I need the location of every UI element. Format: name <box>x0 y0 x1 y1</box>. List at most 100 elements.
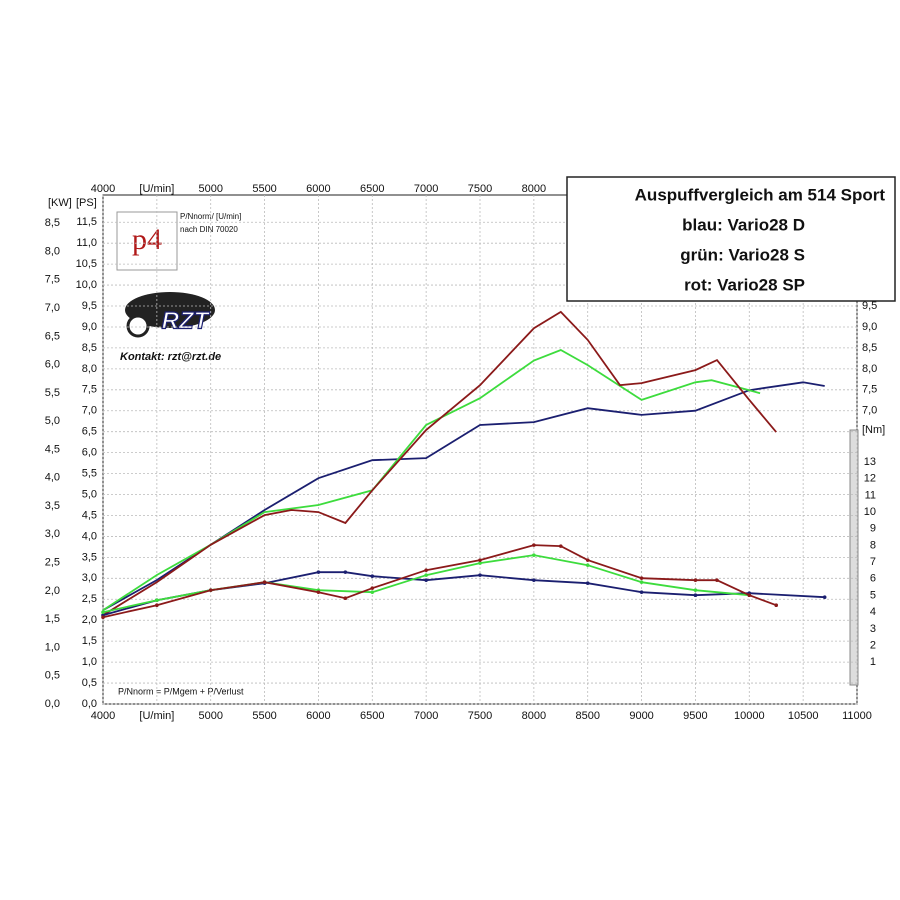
x-tick-label-top: [U/min] <box>139 183 174 195</box>
ps-tick-label: 5,5 <box>82 467 97 479</box>
ps-tick-label: 4,0 <box>82 530 97 542</box>
kw-axis-label: [KW] <box>48 197 72 209</box>
nm-tick-label: 9 <box>870 523 876 535</box>
ps-tick-label: 7,0 <box>82 405 97 417</box>
series-marker <box>532 543 536 547</box>
nm-tick-label: 3 <box>870 623 876 635</box>
ps-tick-label: 2,0 <box>82 614 97 626</box>
x-tick-label-top: 6500 <box>360 183 384 195</box>
kw-tick-label: 1,0 <box>45 641 60 653</box>
ps-tick-label: 11,5 <box>76 216 97 228</box>
series-marker <box>532 553 536 557</box>
nm-tick-label: 2 <box>870 639 876 651</box>
series-marker <box>774 603 779 608</box>
x-tick-label: 9500 <box>683 710 707 722</box>
ps-tick-label: 5,0 <box>82 488 97 500</box>
brand-wheel <box>126 314 150 338</box>
brand-text: RZT <box>162 307 211 334</box>
ps-axis-label: [PS] <box>76 197 97 209</box>
series-marker <box>478 573 482 577</box>
right-ps-tick-label: 9,5 <box>862 300 877 312</box>
legend-entry: rot: Vario28 SP <box>684 275 805 294</box>
x-tick-label-top: 7500 <box>468 183 492 195</box>
nm-tick-label: 1 <box>870 656 876 668</box>
right-ps-tick-label: 7,5 <box>862 384 877 396</box>
series-marker <box>424 568 428 572</box>
ps-tick-label: 2,5 <box>82 593 97 605</box>
series-marker <box>424 578 428 582</box>
series-marker <box>639 576 644 580</box>
series-marker <box>747 593 752 597</box>
ps-tick-label: 6,0 <box>82 447 97 459</box>
series-marker <box>101 610 105 615</box>
series-line <box>102 310 777 616</box>
series-marker <box>155 598 159 602</box>
series-marker <box>693 588 698 592</box>
ps-tick-label: 11,0 <box>76 237 97 249</box>
formula: P/Nnorm = P/Mgem + P/Verlust <box>118 686 244 696</box>
logo-text: p4 <box>132 223 162 256</box>
legend-entry: blau: Vario28 D <box>682 215 805 234</box>
scroll-strip <box>849 429 859 686</box>
logo-note: nach DIN 70020 <box>180 225 238 234</box>
x-tick-label: 6000 <box>306 710 330 722</box>
right-ps-tick-label: 7,0 <box>862 405 877 417</box>
series-marker <box>585 558 590 562</box>
series-marker <box>822 595 827 599</box>
x-tick-label: 8000 <box>522 710 546 722</box>
contact: Kontakt: rzt@rzt.de <box>120 351 221 363</box>
x-tick-label-top: 5000 <box>198 183 222 195</box>
ps-tick-label: 10,5 <box>76 258 97 270</box>
series-marker <box>558 544 563 548</box>
x-tick-label-top: 4000 <box>91 183 115 195</box>
series-marker <box>262 580 267 584</box>
x-tick-label: [U/min] <box>139 710 174 722</box>
nm-axis-label: [Nm] <box>862 424 885 436</box>
x-tick-label: 11000 <box>842 710 872 722</box>
x-tick-label: 9000 <box>629 710 653 722</box>
series-marker <box>370 586 375 590</box>
ps-tick-label: 8,5 <box>82 342 97 354</box>
series-marker <box>343 570 348 574</box>
x-tick-label: 4000 <box>91 710 115 722</box>
x-tick-label: 8500 <box>575 710 599 722</box>
series-marker <box>639 580 644 584</box>
x-tick-label-top: 8000 <box>522 183 546 195</box>
x-tick-label: 10500 <box>788 710 819 722</box>
ps-tick-label: 3,5 <box>82 551 97 563</box>
series-marker <box>532 578 536 582</box>
right-ps-tick-label: 8,5 <box>862 342 877 354</box>
nm-tick-label: 12 <box>864 473 876 485</box>
series-line <box>102 349 761 611</box>
x-tick-label: 7000 <box>414 710 438 722</box>
kw-tick-label: 6,5 <box>45 330 60 342</box>
nm-tick-label: 4 <box>870 606 876 618</box>
ps-tick-label: 1,5 <box>82 635 97 647</box>
x-tick-label-top: 7000 <box>414 183 438 195</box>
kw-tick-label: 7,5 <box>45 274 60 286</box>
kw-tick-label: 2,5 <box>45 557 60 569</box>
x-tick-label: 6500 <box>360 710 384 722</box>
nm-tick-label: 11 <box>865 489 876 501</box>
right-ps-tick-label: 8,0 <box>862 363 877 375</box>
series-marker <box>693 578 698 582</box>
ps-tick-label: 1,0 <box>82 656 97 668</box>
kw-tick-label: 0,5 <box>45 670 60 682</box>
right-ps-tick-label: 9,0 <box>862 321 877 333</box>
ps-tick-label: 9,0 <box>82 321 97 333</box>
series-marker <box>693 593 698 597</box>
series-marker <box>316 570 321 574</box>
legend-entry: grün: Vario28 S <box>680 245 805 264</box>
kw-tick-label: 5,0 <box>45 415 60 427</box>
kw-tick-label: 4,5 <box>45 443 60 455</box>
x-tick-label: 5500 <box>252 710 276 722</box>
logo-frame <box>116 211 178 271</box>
kw-tick-label: 5,5 <box>45 387 60 399</box>
x-tick-label: 5000 <box>198 710 222 722</box>
ps-tick-label: 6,5 <box>82 426 97 438</box>
series-marker <box>370 574 375 578</box>
series-marker <box>101 615 105 620</box>
nm-tick-label: 7 <box>870 556 876 568</box>
kw-tick-label: 3,5 <box>45 500 60 512</box>
